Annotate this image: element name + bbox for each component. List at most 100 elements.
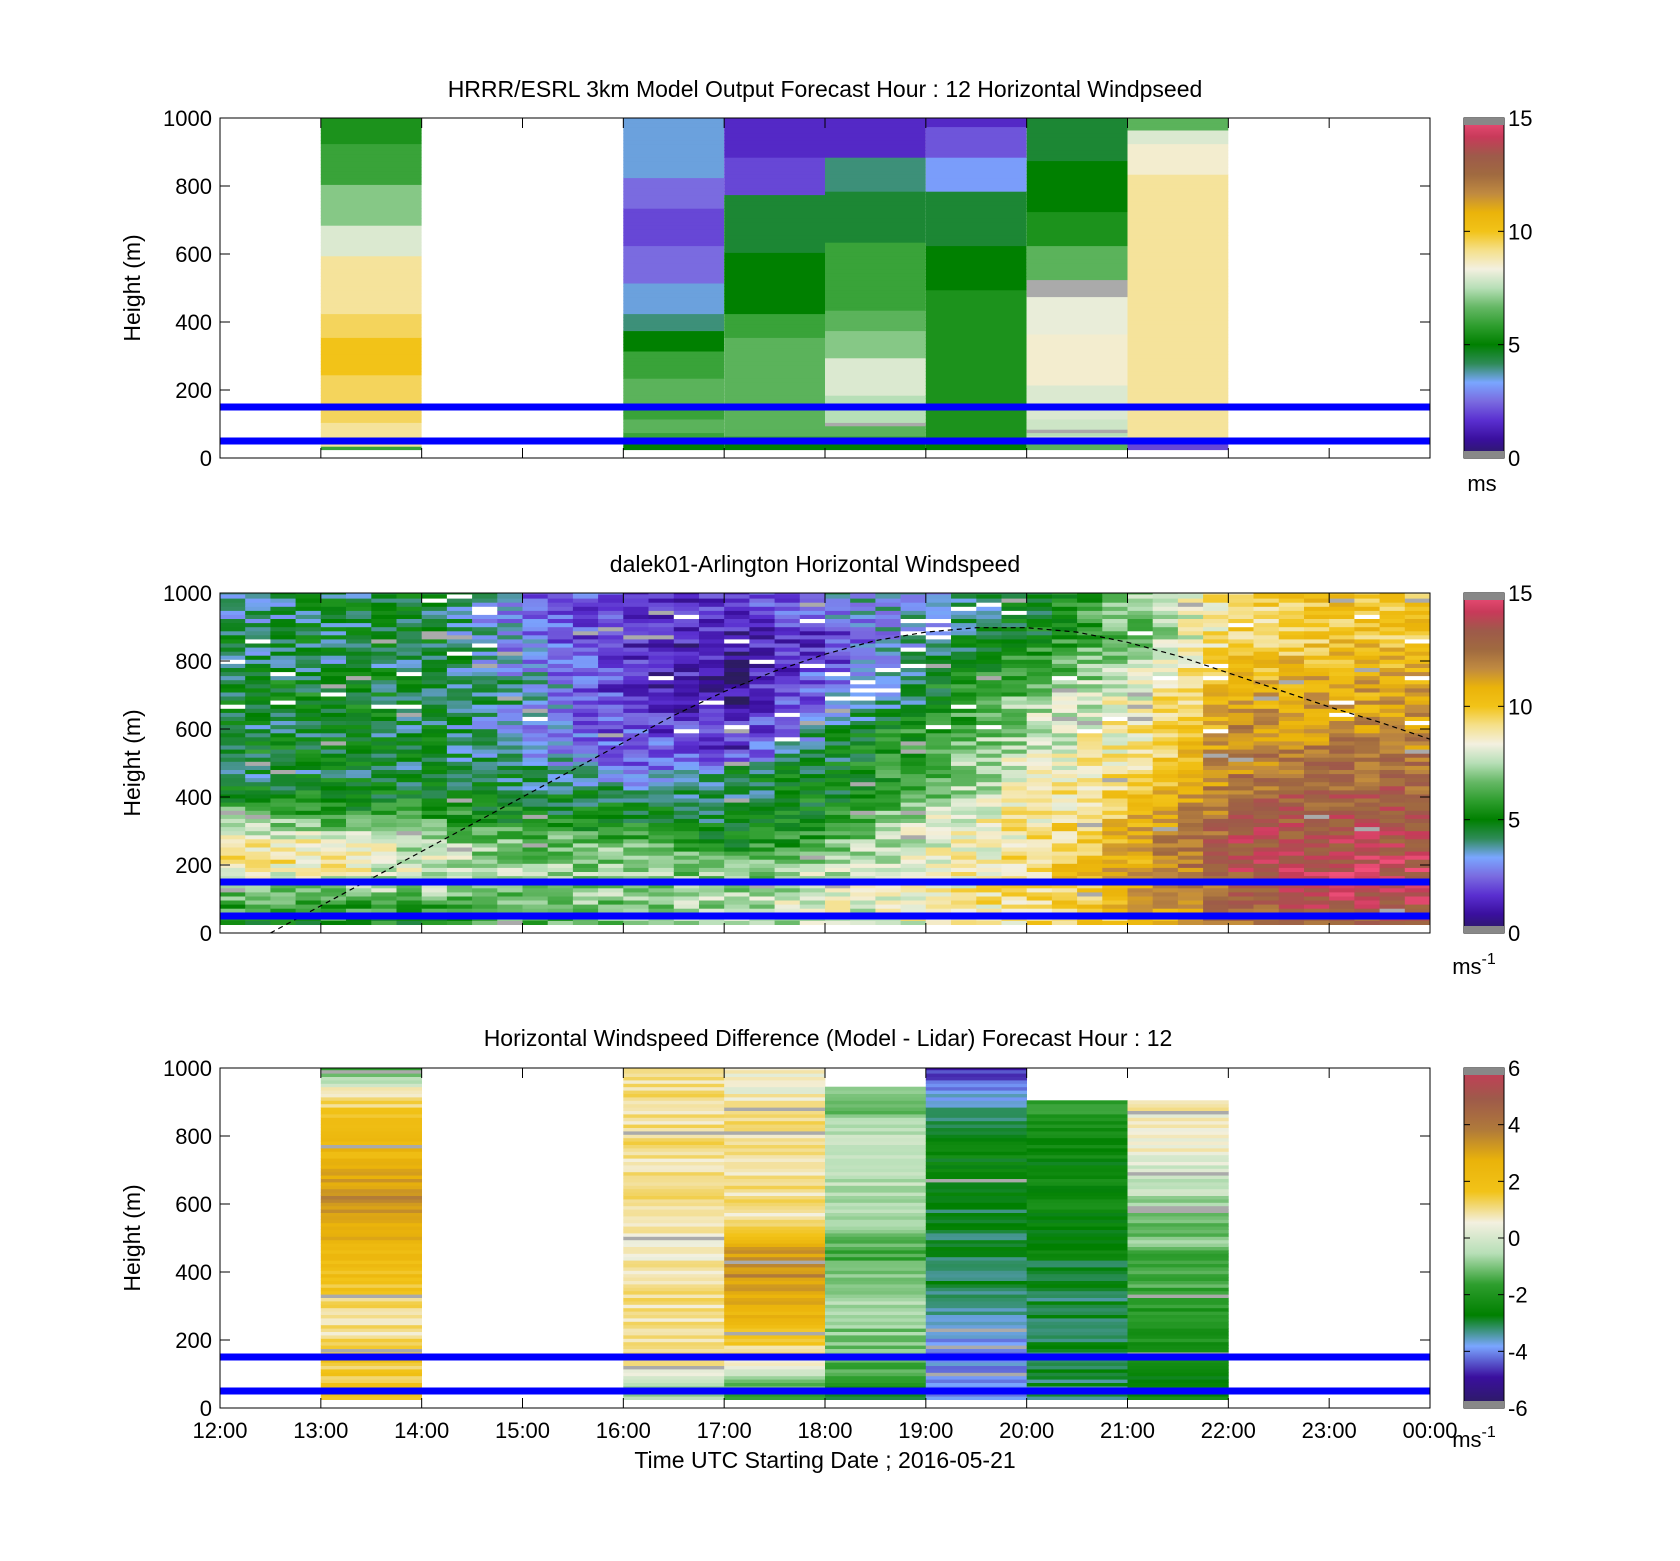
heatmap-cell — [1177, 634, 1204, 640]
heatmap-cell — [1354, 867, 1380, 872]
heatmap-cell — [220, 602, 246, 607]
heatmap-cell — [1026, 371, 1128, 376]
colorbar-tick-label: 10 — [1508, 694, 1532, 719]
heatmap-cell — [623, 191, 725, 196]
heatmap-cell — [623, 1243, 725, 1247]
heatmap-cell — [245, 900, 271, 905]
heatmap-cell — [1127, 191, 1229, 196]
heatmap-cell — [220, 863, 246, 868]
heatmap-cell — [320, 177, 422, 182]
heatmap-cell — [421, 793, 448, 799]
heatmap-cell — [270, 826, 296, 832]
heatmap-cell — [925, 140, 1027, 145]
heatmap-cell — [1026, 875, 1053, 881]
heatmap-cell — [572, 745, 599, 750]
heatmap-cell — [825, 391, 926, 396]
heatmap-cell — [1102, 757, 1128, 762]
heatmap-cell — [1077, 814, 1103, 819]
heatmap-cell — [220, 900, 246, 905]
heatmap-cell — [497, 871, 523, 877]
heatmap-cell — [925, 793, 952, 799]
heatmap-cell — [346, 720, 372, 726]
heatmap-cell — [724, 765, 750, 770]
heatmap-cell — [1026, 388, 1128, 393]
heatmap-cell — [1177, 851, 1204, 856]
heatmap-cell — [749, 724, 775, 730]
heatmap-cell — [623, 1164, 725, 1169]
heatmap-cell — [1152, 626, 1179, 632]
heatmap-cell — [925, 320, 1027, 325]
heatmap-cell — [1329, 871, 1355, 877]
heatmap-cell — [976, 679, 1002, 685]
heatmap-cell — [1127, 863, 1154, 868]
heatmap-cell — [295, 789, 322, 795]
heatmap-cell — [1102, 593, 1128, 595]
heatmap-cell — [648, 822, 675, 828]
heatmap-cell — [623, 753, 649, 758]
heatmap-cell — [1102, 728, 1128, 734]
heatmap-cell — [623, 1137, 725, 1142]
heatmap-cell — [1354, 740, 1380, 746]
heatmap-cell — [598, 655, 624, 660]
heatmap-cell — [572, 883, 599, 889]
heatmap-cell — [1152, 606, 1179, 611]
heatmap-cell — [648, 659, 675, 664]
heatmap-cell — [623, 1073, 725, 1077]
heatmap-cell — [320, 1209, 422, 1213]
heatmap-cell — [270, 847, 296, 852]
heatmap-cell — [1077, 875, 1103, 881]
heatmap-cell — [925, 920, 952, 925]
heatmap-cell — [396, 679, 423, 685]
heatmap-cell — [497, 626, 523, 632]
heatmap-cell — [1304, 651, 1330, 656]
heatmap-cell — [1404, 749, 1430, 754]
heatmap-cell — [1026, 245, 1128, 250]
heatmap-cell — [245, 667, 271, 673]
heatmap-cell — [875, 602, 901, 607]
heatmap-cell — [1329, 777, 1355, 783]
heatmap-cell — [1152, 781, 1179, 787]
heatmap-cell — [850, 614, 876, 619]
heatmap-cell — [1152, 634, 1179, 640]
heatmap-cell — [572, 679, 599, 685]
heatmap-cell — [598, 651, 624, 656]
heatmap-cell — [1026, 225, 1128, 230]
heatmap-cell — [320, 891, 347, 897]
heatmap-cell — [245, 793, 271, 799]
heatmap-cell — [925, 123, 1027, 128]
heatmap-cell — [1102, 789, 1128, 795]
heatmap-cell — [724, 255, 825, 260]
heatmap-cell — [749, 822, 775, 828]
heatmap-cell — [623, 177, 725, 182]
panel-model-colorbar-bar — [1463, 117, 1505, 459]
heatmap-cell — [1278, 887, 1305, 893]
heatmap-cell — [1304, 871, 1330, 877]
heatmap-cell — [1077, 847, 1103, 852]
heatmap-cell — [1203, 855, 1229, 860]
heatmap-cell — [1001, 761, 1028, 766]
heatmap-cell — [875, 826, 901, 832]
heatmap-cell — [1152, 789, 1179, 795]
heatmap-cell — [472, 675, 498, 681]
heatmap-cell — [320, 361, 422, 366]
heatmap-cell — [1152, 867, 1179, 872]
heatmap-cell — [1404, 785, 1430, 791]
heatmap-cell — [497, 659, 523, 664]
heatmap-cell — [572, 602, 599, 607]
heatmap-cell — [1304, 826, 1330, 832]
heatmap-cell — [1177, 838, 1204, 844]
heatmap-cell — [951, 663, 977, 668]
heatmap-cell — [673, 602, 700, 607]
heatmap-cell — [245, 708, 271, 713]
heatmap-cell — [1077, 716, 1103, 721]
heatmap-cell — [1329, 773, 1355, 779]
heatmap-cell — [1253, 793, 1280, 799]
heatmap-cell — [623, 286, 725, 291]
heatmap-cell — [699, 724, 725, 730]
heatmap-cell — [1253, 883, 1280, 889]
heatmap-cell — [522, 822, 549, 828]
heatmap-cell — [421, 761, 448, 766]
heatmap-cell — [825, 255, 926, 260]
heatmap-cell — [1278, 647, 1305, 652]
heatmap-cell — [724, 895, 750, 901]
